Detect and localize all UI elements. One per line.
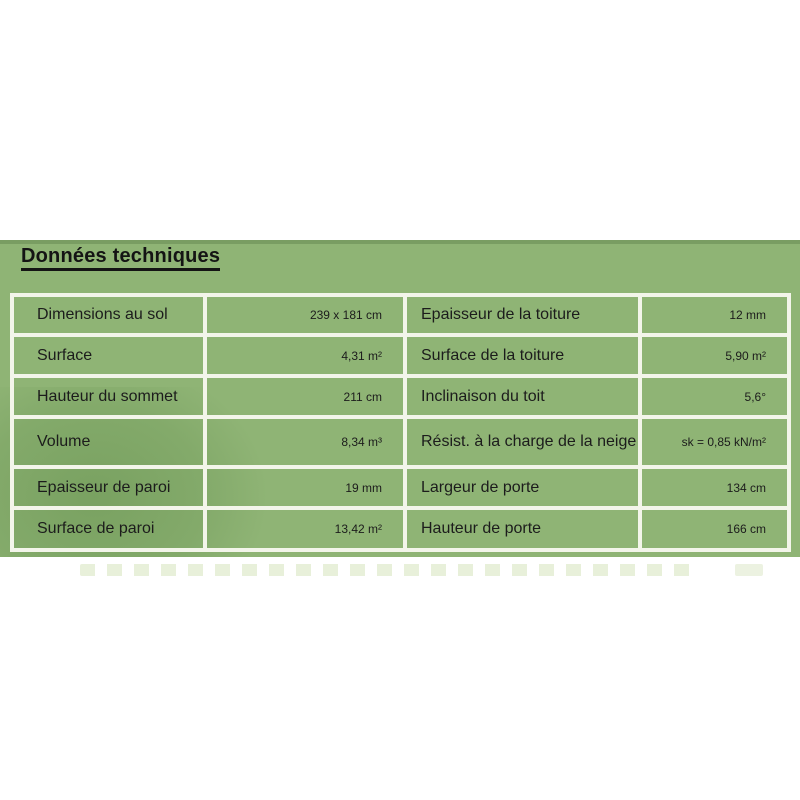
panel-top-edge xyxy=(0,240,800,244)
ghost-watermark-artifacts xyxy=(80,564,700,576)
spec-label: Résist. à la charge de la neige xyxy=(405,417,640,467)
spec-value: 8,34 m³ xyxy=(205,417,405,467)
spec-label: Hauteur du sommet xyxy=(12,376,205,417)
panel-title: Données techniques xyxy=(21,245,221,271)
technical-data-panel: Données techniques Dimensions au sol 239… xyxy=(0,240,800,557)
spec-value: 239 x 181 cm xyxy=(205,295,405,335)
spec-value: 5,6° xyxy=(640,376,789,417)
spec-value: 5,90 m² xyxy=(640,335,789,376)
spec-label: Surface xyxy=(12,335,205,376)
spec-label: Hauteur de porte xyxy=(405,508,640,550)
spec-value: 166 cm xyxy=(640,508,789,550)
spec-value: 211 cm xyxy=(205,376,405,417)
specs-table: Dimensions au sol 239 x 181 cm Epaisseur… xyxy=(10,293,791,552)
spec-value: 13,42 m² xyxy=(205,508,405,550)
spec-label: Inclinaison du toit xyxy=(405,376,640,417)
spec-label: Largeur de porte xyxy=(405,467,640,508)
spec-label: Surface de paroi xyxy=(12,508,205,550)
spec-label: Epaisseur de paroi xyxy=(12,467,205,508)
spec-value: 19 mm xyxy=(205,467,405,508)
spec-value: 134 cm xyxy=(640,467,789,508)
spec-label: Surface de la toiture xyxy=(405,335,640,376)
ghost-watermark-artifacts xyxy=(735,564,763,576)
spec-value: 4,31 m² xyxy=(205,335,405,376)
spec-label: Volume xyxy=(12,417,205,467)
spec-label: Dimensions au sol xyxy=(12,295,205,335)
spec-value: 12 mm xyxy=(640,295,789,335)
spec-label: Epaisseur de la toiture xyxy=(405,295,640,335)
spec-value: sk = 0,85 kN/m² xyxy=(640,417,789,467)
